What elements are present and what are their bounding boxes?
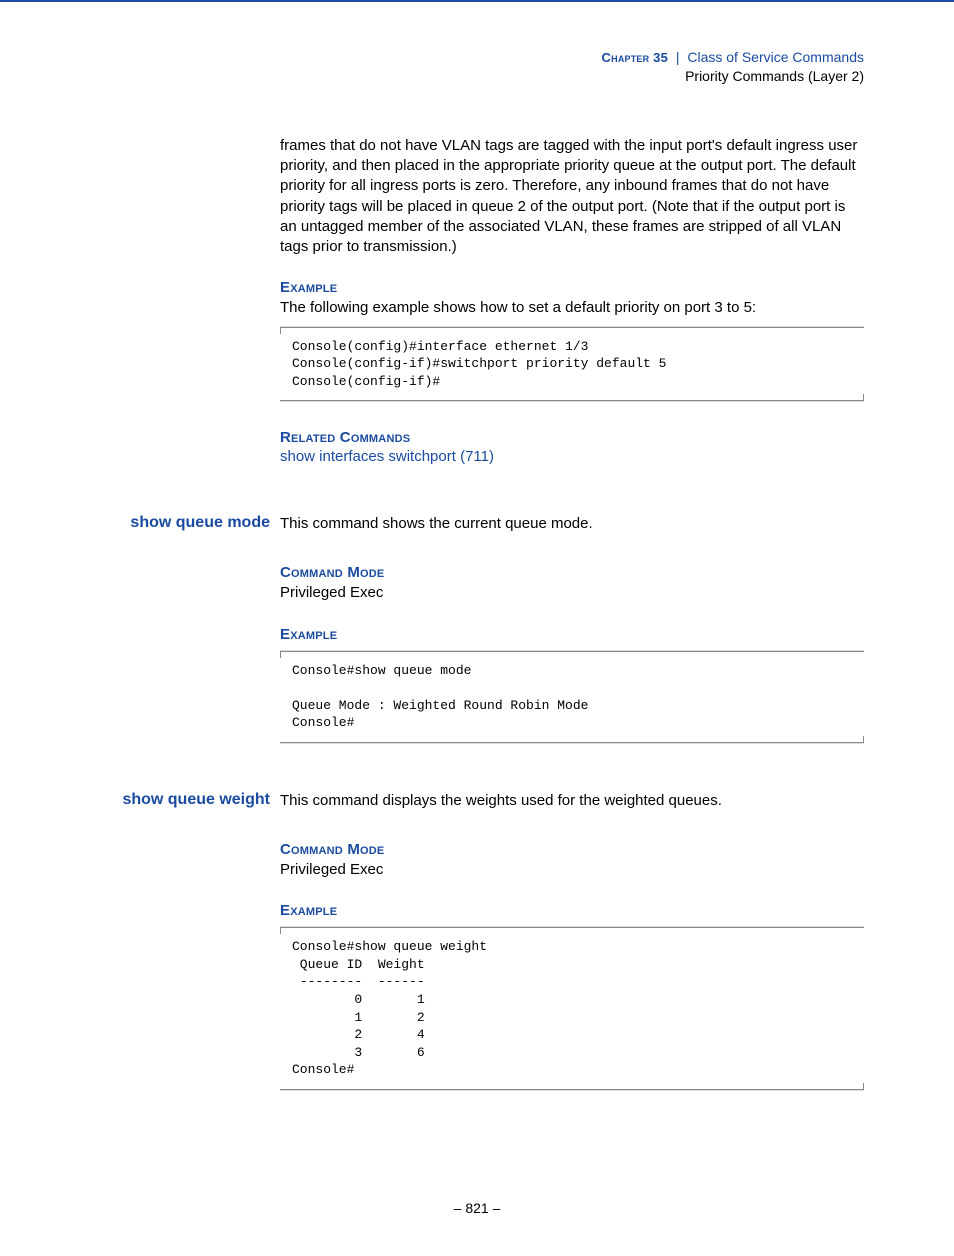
related-commands-label: Related Commands [280, 429, 864, 446]
command-name-queue-mode: show queue mode [90, 514, 280, 532]
command-body-queue-weight: Command Mode Privileged Exec Example Con… [280, 841, 864, 1090]
command-section-queue-weight: show queue weight This command displays … [90, 791, 864, 811]
header-subtitle: Priority Commands (Layer 2) [90, 67, 864, 86]
chapter-label: Chapter 35 [602, 50, 672, 65]
example-label-3: Example [280, 902, 864, 919]
example1-code: Console(config)#interface ethernet 1/3 C… [280, 327, 864, 402]
command-mode-value-1: Privileged Exec [280, 583, 864, 603]
example-label: Example [280, 279, 864, 296]
chapter-number: 35 [653, 50, 668, 65]
running-header: Chapter 35 | Class of Service Commands P… [90, 48, 864, 86]
example-label-2: Example [280, 626, 864, 643]
header-line1: Chapter 35 | Class of Service Commands [90, 48, 864, 67]
example2-code: Console#show queue mode Queue Mode : Wei… [280, 651, 864, 743]
command-desc-queue-weight: This command displays the weights used f… [280, 791, 864, 811]
chapter-word: Chapter [602, 50, 650, 65]
command-mode-value-2: Privileged Exec [280, 860, 864, 880]
page-footer: – 821 – [90, 1200, 864, 1216]
intro-paragraph: frames that do not have VLAN tags are ta… [280, 136, 864, 258]
command-mode-label-1: Command Mode [280, 564, 864, 581]
command-body-queue-mode: Command Mode Privileged Exec Example Con… [280, 564, 864, 742]
header-pipe: | [676, 49, 680, 65]
header-title: Class of Service Commands [687, 49, 864, 65]
command-name-queue-weight: show queue weight [90, 791, 280, 809]
intro-section: frames that do not have VLAN tags are ta… [280, 136, 864, 466]
page-number: – 821 – [454, 1200, 501, 1216]
example3-code: Console#show queue weight Queue ID Weigh… [280, 927, 864, 1089]
command-desc-queue-mode: This command shows the current queue mod… [280, 514, 864, 534]
command-mode-label-2: Command Mode [280, 841, 864, 858]
example1-intro: The following example shows how to set a… [280, 298, 864, 318]
page-container: Chapter 35 | Class of Service Commands P… [0, 2, 954, 1256]
command-section-queue-mode: show queue mode This command shows the c… [90, 514, 864, 534]
related-command-link[interactable]: show interfaces switchport (711) [280, 448, 494, 465]
